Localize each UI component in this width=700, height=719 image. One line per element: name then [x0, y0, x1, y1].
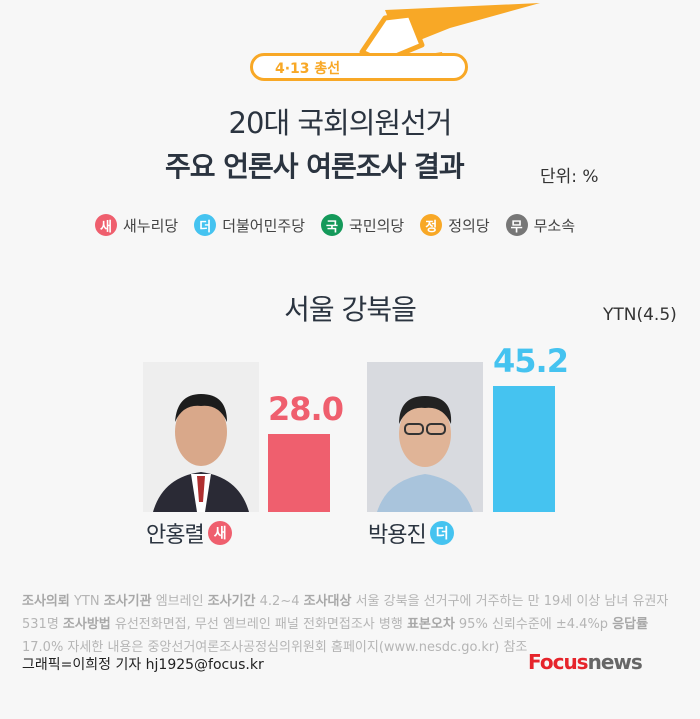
legend-item: 새 새누리당 [95, 214, 178, 236]
note-segment: 엠브레인 [151, 594, 208, 609]
graphic-credit: 그래픽=이희정 기자 hj1925@focus.kr [22, 657, 264, 673]
badge-text: 4·13 총선 [275, 61, 341, 77]
candidate-name: 안홍렬 [146, 523, 205, 548]
note-segment: 유선전화면접, 무선 엠브레인 패널 전화면접조사 병행 [110, 617, 407, 632]
survey-note: 조사의뢰 YTN 조사기관 엠브레인 조사기간 4.2~4 조사대상 서울 강북… [22, 590, 682, 659]
legend-item: 더 더불어민주당 [194, 214, 305, 236]
party-badge-icon: 더 [194, 214, 217, 236]
note-segment: 응답률 [612, 617, 649, 632]
legend-item: 정 정의당 [420, 214, 490, 236]
legend-label: 새누리당 [123, 216, 179, 235]
value-label: 45.2 [493, 341, 569, 380]
note-segment: 4.2~4 [255, 594, 304, 609]
title-line2: 주요 언론사 여론조사 결과 [165, 150, 465, 183]
candidate-label: 안홍렬 새 [146, 517, 232, 549]
party-badge-icon: 새 [207, 521, 232, 545]
party-badge-icon: 새 [95, 214, 117, 236]
note-segment: 조사대상 [303, 594, 352, 609]
legend-label: 정의당 [448, 216, 490, 235]
focusnews-logo: Focusnews [528, 650, 643, 674]
candidate-photo [143, 362, 259, 512]
party-badge-icon: 무 [505, 214, 528, 236]
note-segment: 95% 신뢰수준에 ±4.4%p [454, 617, 613, 632]
legend-label: 국민의당 [349, 216, 405, 235]
election-badge: 4·13 총선 [250, 53, 468, 81]
legend-label: 무소속 [533, 216, 576, 235]
note-segment: 조사의뢰 [22, 594, 70, 609]
poll-source: YTN(4.5) [603, 305, 677, 325]
party-badge-icon: 정 [420, 214, 443, 236]
note-segment: 서울 강북을 선거구에 거주하는 만 19세 이상 남녀 유권자 531명 [22, 594, 669, 632]
candidate-name: 박용진 [368, 523, 427, 548]
logo-news: news [587, 650, 643, 674]
note-segment: 조사기관 [103, 594, 152, 609]
candidate-photo [367, 362, 483, 512]
party-badge-icon: 국 [321, 214, 344, 236]
legend-item: 국 국민의당 [321, 214, 404, 236]
party-badge-icon: 더 [429, 521, 454, 545]
bar [268, 433, 330, 512]
note-segment: 17.0% 자세한 내용은 중앙선거여론조사공정심의위원회 홈페이지(www.n… [22, 640, 528, 655]
legend-item: 무 무소속 [505, 214, 576, 236]
candidate-label: 박용진 더 [368, 517, 454, 549]
note-segment: 조사방법 [62, 617, 111, 632]
note-segment: 조사기간 [207, 594, 256, 609]
logo-focus: Focus [528, 650, 589, 674]
unit-label: 단위: % [540, 167, 599, 187]
legend-label: 더불어민주당 [222, 216, 306, 235]
value-label: 28.0 [268, 389, 344, 428]
note-segment: 표본오차 [406, 617, 455, 632]
bar [493, 385, 555, 512]
title-line1: 20대 국회의원선거 [228, 106, 453, 140]
party-legend: 새 새누리당 더 더불어민주당 국 국민의당 정 정의당 무 무소속 [95, 214, 575, 236]
chart-title: 서울 강북을 [284, 293, 417, 326]
note-segment: YTN [69, 594, 104, 609]
